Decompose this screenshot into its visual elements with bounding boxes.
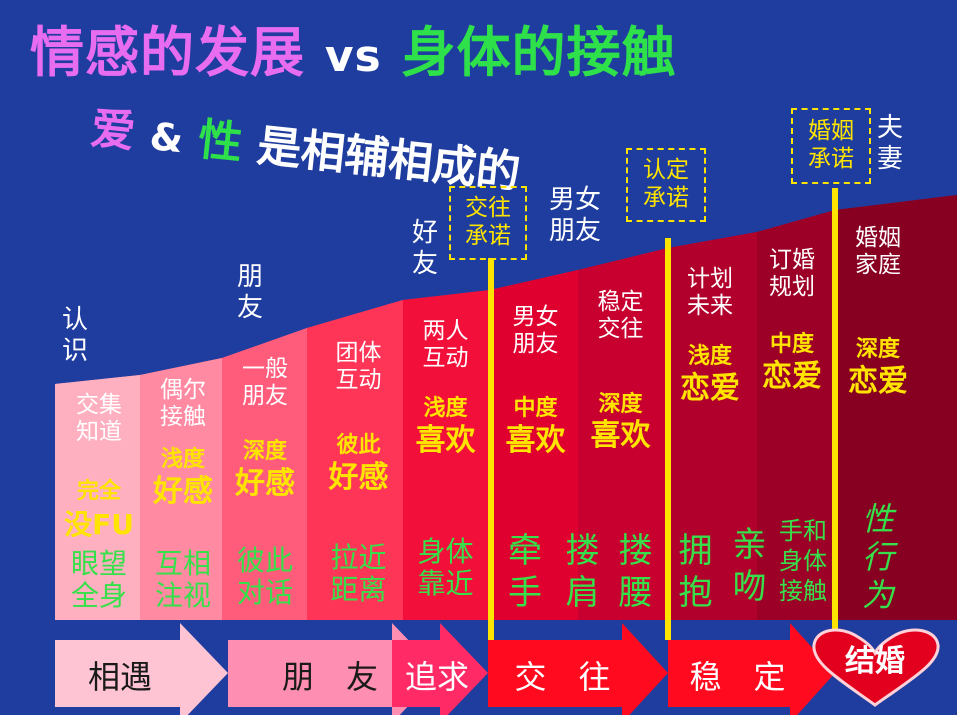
commitment-rending: 认定 承诺	[626, 148, 706, 222]
band-9	[757, 210, 835, 620]
band-1	[55, 375, 140, 620]
col-2-level-big: 好感	[153, 474, 213, 509]
col-3-level-small: 深度	[242, 439, 287, 464]
col-10-touch: 亲 吻	[732, 525, 767, 607]
arrow-label-zhuiqiu: 追求	[404, 658, 469, 696]
col-9-touch: 拥 抱	[678, 531, 713, 613]
arrow-xiangyu	[55, 623, 228, 715]
col-9-stage: 计划 未来	[687, 266, 733, 319]
col-1-touch: 眼望 全身	[70, 547, 127, 612]
arrow-label-pengyou: 朋 友	[281, 658, 378, 696]
heart-jiehun	[812, 628, 940, 707]
col-1-stage: 交集 知道	[76, 392, 122, 445]
col-3-stage: 一般 朋友	[242, 356, 288, 409]
col-6-level-small: 中度	[513, 396, 558, 421]
band-4	[307, 300, 403, 620]
col-7-level-small: 深度	[598, 392, 643, 417]
band-3	[222, 328, 307, 620]
col-4-level-big: 好感	[328, 460, 389, 495]
title-part1: 情感的发展	[30, 21, 305, 84]
col-11-touch: 手和 身体 接触	[779, 517, 827, 605]
col-2-level-small: 浅度	[160, 447, 205, 472]
col-12-level-big: 恋爱	[848, 364, 908, 399]
col-1-level-small: 完全	[76, 479, 121, 504]
col-11-level-small: 中度	[769, 332, 814, 357]
col-8-touch: 搂 腰	[618, 531, 653, 613]
arrow-label-xiangyu: 相遇	[87, 658, 152, 696]
arrow-label-jiaowang: 交 往	[514, 658, 611, 696]
col-11-level-big: 恋爱	[762, 359, 822, 394]
col-6-level-big: 喜欢	[505, 423, 566, 458]
col-4-stage: 团体 互动	[335, 340, 382, 393]
col-4-level-small: 彼此	[336, 433, 381, 458]
col-5-level-small: 浅度	[423, 396, 468, 421]
col-5-stage: 两人 互动	[422, 318, 469, 371]
title-vs: vs	[324, 31, 382, 82]
bottom-arrows	[55, 623, 940, 715]
col-5-touch: 身体 靠近	[417, 535, 474, 600]
col-6-touch: 牵 手	[508, 531, 542, 613]
band-2	[140, 358, 222, 620]
arrow-zhuiqiu	[392, 623, 488, 715]
commitment-jiaowang: 交往 承诺	[449, 186, 527, 260]
band-10	[835, 195, 957, 620]
band-8	[668, 232, 757, 620]
label-fuqi: 夫 妻	[876, 113, 903, 174]
band-5	[403, 290, 490, 620]
col-7-level-big: 喜欢	[590, 418, 651, 453]
col-3-touch: 彼此 对话	[236, 544, 293, 609]
col-7-stage: 稳定 交往	[597, 289, 644, 342]
col-9-level-small: 浅度	[687, 344, 732, 369]
col-3-level-big: 好感	[235, 466, 295, 501]
col-12-touch: 性 行 为	[861, 500, 894, 614]
col-4-touch: 拉近 距离	[330, 541, 387, 606]
commitment-hunyin: 婚姻 承诺	[791, 108, 871, 184]
arrow-label-wending: 稳 定	[689, 658, 786, 696]
col-5-level-big: 喜欢	[415, 423, 476, 458]
arrow-label-jiehun: 结婚	[845, 644, 905, 679]
arrow-pengyou	[228, 623, 440, 715]
col-1-level-big: 没FU	[64, 508, 134, 541]
col-2-touch: 互相 注视	[154, 547, 211, 612]
col-6-stage: 男女 朋友	[512, 304, 559, 357]
title-part2: 身体的接触	[401, 21, 677, 84]
divider-hunyin	[832, 188, 838, 640]
label-haoyou: 好 友	[411, 218, 438, 279]
col-9-level-big: 恋爱	[680, 371, 740, 406]
col-11-stage: 订婚 规划	[769, 247, 815, 300]
label-renshi: 认 识	[61, 305, 88, 366]
col-2-stage: 偶尔 接触	[160, 377, 206, 430]
divider-rending	[665, 238, 671, 640]
col-12-stage: 婚姻 家庭	[855, 225, 901, 278]
arrow-wending	[668, 623, 835, 715]
band-7	[578, 248, 668, 620]
col-7-touch: 搂 肩	[565, 531, 600, 613]
col-12-level-small: 深度	[855, 337, 900, 362]
arrow-jiaowang	[488, 623, 668, 715]
band-6	[490, 270, 578, 620]
divider-jiaowang	[488, 258, 494, 640]
label-nanv-pengyou: 男女 朋友	[548, 185, 601, 246]
label-pengyou: 朋 友	[236, 262, 263, 323]
page-title: 情感的发展 vs 身体的接触	[30, 8, 677, 87]
